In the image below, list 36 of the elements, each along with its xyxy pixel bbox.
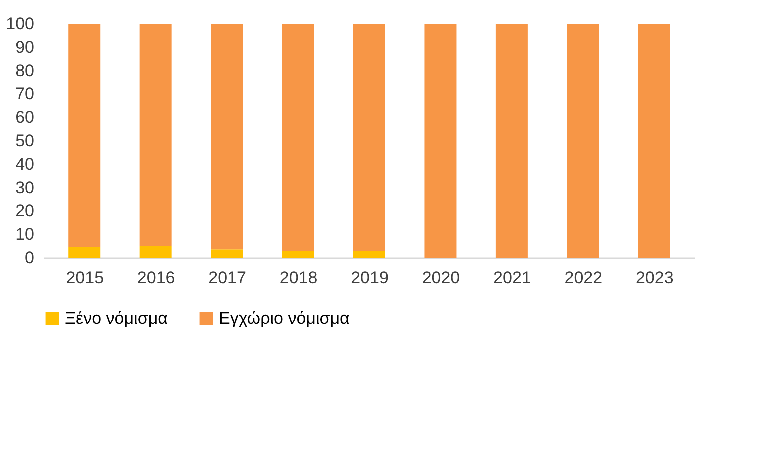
- bar: [282, 250, 314, 258]
- bar: [140, 246, 172, 258]
- y-tick-label: 10: [16, 225, 34, 244]
- bar: [68, 24, 101, 247]
- x-tick-label: 2021: [494, 268, 532, 288]
- x-tick-label: 2023: [636, 268, 674, 288]
- bar: [567, 24, 600, 258]
- legend-label: Εγχώριο νόμισμα: [219, 308, 350, 328]
- bar: [638, 24, 670, 258]
- y-tick-label: 30: [16, 178, 34, 198]
- bar: [354, 250, 386, 258]
- y-tick-label: 40: [16, 154, 34, 174]
- legend-label: Ξένο νόμισμα: [65, 308, 168, 328]
- bar: [211, 250, 244, 258]
- y-tick-label: 20: [16, 202, 34, 221]
- x-tick-label: 2015: [66, 268, 104, 288]
- y-tick-label: 80: [16, 61, 34, 80]
- bar: [424, 24, 457, 258]
- y-tick-label: 90: [16, 38, 34, 57]
- x-tick-label: 2017: [208, 268, 246, 288]
- bar: [282, 24, 314, 251]
- x-tick-label: 2019: [351, 268, 389, 288]
- bar: [354, 24, 386, 251]
- y-tick-label: 60: [16, 108, 34, 128]
- x-tick-label: 2018: [280, 268, 318, 288]
- bar: [140, 24, 172, 246]
- bar: [211, 24, 244, 250]
- y-tick-label: 100: [6, 14, 34, 34]
- x-tick-label: 2020: [422, 268, 460, 288]
- y-tick-label: 50: [16, 132, 34, 150]
- y-tick-label: 70: [16, 84, 34, 104]
- x-tick-label: 2022: [564, 268, 603, 288]
- x-tick-label: 2016: [137, 268, 176, 288]
- bar: [68, 247, 101, 258]
- bar: [496, 24, 528, 258]
- y-tick-label: 0: [25, 248, 34, 268]
